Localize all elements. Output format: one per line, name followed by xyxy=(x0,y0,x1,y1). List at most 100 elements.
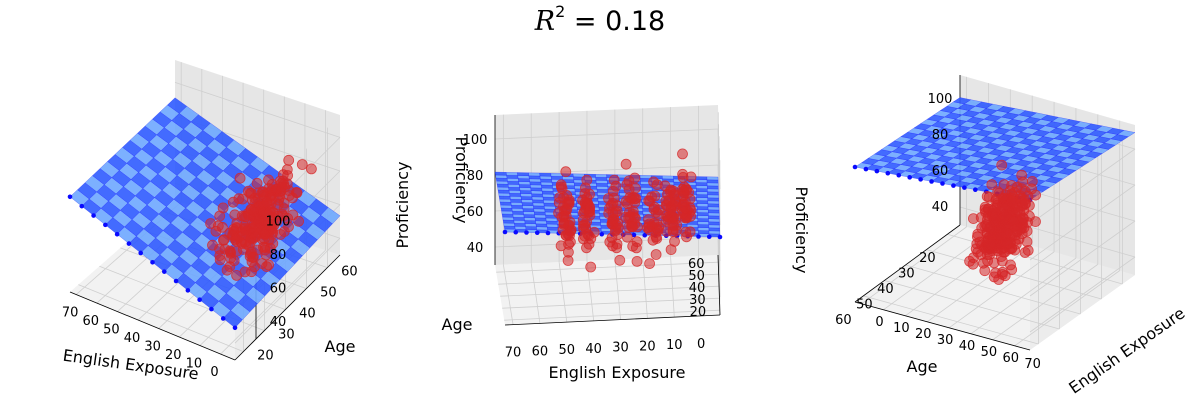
fit-plane-edge-point xyxy=(973,187,978,192)
x-tick-label: 50 xyxy=(981,345,998,360)
gridline-x xyxy=(926,245,1033,323)
x-tick-label: 70 xyxy=(1024,357,1041,372)
fit-plane-cell xyxy=(1117,130,1136,137)
y-axis-line xyxy=(234,254,341,361)
fit-plane-edge-point xyxy=(863,166,869,172)
fit-plane-cell xyxy=(517,175,530,179)
fit-plane-cell xyxy=(499,201,512,206)
fit-plane-cell xyxy=(518,184,531,188)
data-point xyxy=(998,204,1009,216)
fit-plane-cell xyxy=(513,217,525,221)
data-point xyxy=(1021,236,1033,248)
fit-plane-cell xyxy=(500,204,513,209)
data-point xyxy=(1019,194,1031,206)
data-point xyxy=(606,232,618,244)
z-tick-label: 100 xyxy=(928,92,953,107)
fit-plane-cell xyxy=(696,206,709,210)
fit-plane-cell xyxy=(639,175,652,179)
fit-plane-cell xyxy=(530,190,543,195)
fit-plane-cell xyxy=(541,184,553,189)
gridline-z-wall xyxy=(717,236,721,298)
gridline-z-wall xyxy=(1029,148,1136,225)
fit-plane-cell xyxy=(512,214,525,218)
z-axis-label: Proficiency xyxy=(792,187,811,274)
fit-plane-cell xyxy=(546,220,558,225)
z-tick-label: 40 xyxy=(467,241,484,256)
gridline-z xyxy=(174,82,341,138)
fit-plane-edge-point xyxy=(524,230,529,235)
data-point xyxy=(553,197,565,209)
fit-plane-edge-point xyxy=(599,231,605,237)
fit-plane-cell xyxy=(509,196,522,200)
data-point xyxy=(225,252,237,264)
data-point xyxy=(981,190,993,202)
fit-plane-cell xyxy=(496,180,509,185)
data-point xyxy=(231,245,243,257)
data-point xyxy=(219,243,231,255)
fit-plane-cell xyxy=(511,208,524,212)
data-point xyxy=(1006,195,1018,207)
fit-plane-edge-point xyxy=(929,179,934,184)
y-tick-label: 30 xyxy=(689,293,706,308)
fit-plane-cell xyxy=(640,187,653,191)
fit-plane-cell xyxy=(708,230,721,235)
fit-plane-edge-point xyxy=(502,229,508,235)
fit-plane-edge-point xyxy=(696,234,701,239)
data-point xyxy=(283,221,294,233)
x-tick-label: 0 xyxy=(875,315,883,330)
data-point xyxy=(565,225,576,237)
fit-plane-cell xyxy=(529,178,542,183)
data-point xyxy=(239,266,251,278)
fit-plane-cell xyxy=(697,221,709,225)
data-point xyxy=(620,158,632,170)
fit-plane-cell xyxy=(510,199,523,203)
data-point xyxy=(251,177,263,189)
fit-plane-cell xyxy=(544,205,556,210)
data-point xyxy=(1019,247,1031,258)
data-point xyxy=(214,254,226,266)
data-point xyxy=(649,190,661,202)
y-tick-label: 60 xyxy=(341,265,358,280)
fit-plane-cell xyxy=(696,200,709,204)
fit-plane-cell xyxy=(502,216,514,221)
data-point xyxy=(986,179,998,191)
gridline-z-wall xyxy=(717,164,721,226)
data-point xyxy=(1026,175,1038,187)
x-tick-label: 60 xyxy=(532,344,549,359)
data-point xyxy=(581,174,593,186)
fit-plane-cell xyxy=(595,174,607,178)
y-tick-label: 20 xyxy=(690,305,707,320)
fit-plane-cell xyxy=(506,178,519,182)
x-tick-label: 20 xyxy=(165,348,182,363)
fit-plane-cell xyxy=(534,217,547,222)
fit-plane-cell xyxy=(662,175,674,180)
data-point xyxy=(608,174,620,186)
data-point xyxy=(563,196,575,208)
fit-plane-cell xyxy=(708,227,720,232)
gridline-x xyxy=(698,255,702,316)
data-point xyxy=(621,231,633,243)
data-point xyxy=(670,213,682,225)
data-point xyxy=(230,234,241,246)
gridline-y xyxy=(78,284,244,352)
fit-plane-cell xyxy=(546,223,559,228)
gridline-y xyxy=(496,261,719,273)
fit-plane-edge-point xyxy=(185,288,191,293)
fit-plane-cell xyxy=(695,176,708,180)
data-point xyxy=(611,242,622,254)
y-tick-label: 50 xyxy=(688,269,705,284)
fit-plane-cell xyxy=(525,226,537,230)
fit-plane-cell xyxy=(595,180,608,184)
fit-plane-edge-point xyxy=(209,306,214,312)
data-point xyxy=(628,191,639,203)
y-tick-label: 40 xyxy=(299,307,316,322)
x-axis-label: English Exposure xyxy=(549,363,686,382)
data-point xyxy=(1017,212,1029,224)
fit-plane-cell xyxy=(520,196,533,200)
x-tick-label: 0 xyxy=(697,337,705,352)
fit-plane-edge-point xyxy=(91,213,96,218)
data-point xyxy=(259,244,271,256)
fit-plane-cell xyxy=(596,186,609,190)
fit-plane-edge-point xyxy=(940,181,945,186)
data-point xyxy=(999,270,1011,282)
